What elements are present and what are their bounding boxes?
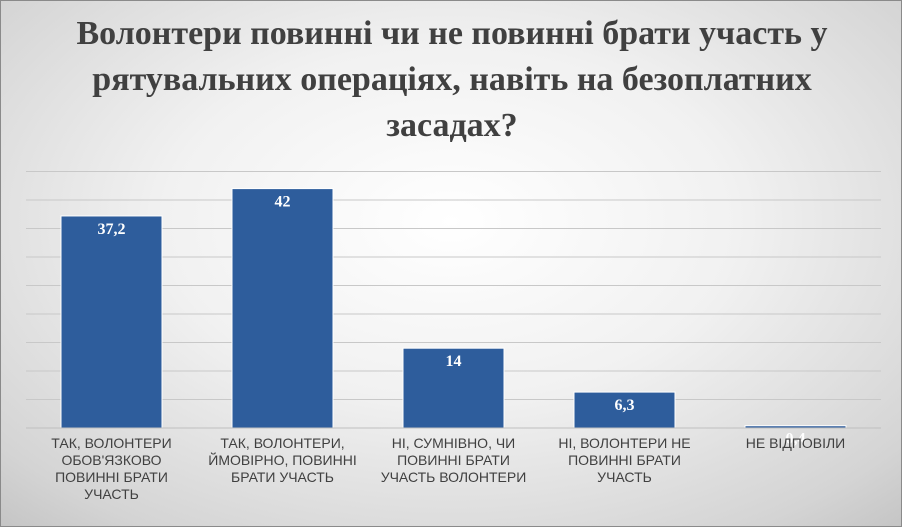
category-label: НІ, СУМНІВНО, ЧИ ПОВИННІ БРАТИ УЧАСТЬ ВО… bbox=[380, 435, 527, 485]
value-labels: 37,2 42 14 6,3 0,4 bbox=[98, 194, 806, 448]
bar bbox=[231, 188, 334, 429]
data-label: 42 bbox=[275, 194, 291, 211]
gridlines bbox=[26, 171, 881, 400]
bar bbox=[573, 391, 676, 429]
category-label: ТАК, ВОЛОНТЕРИ, ЙМОВІРНО, ПОВИННІ БРАТИ … bbox=[208, 435, 357, 485]
category-label: НІ, ВОЛОНТЕРИ НЕ ПОВИННІ БРАТИ УЧАСТЬ bbox=[558, 435, 691, 485]
bar bbox=[402, 347, 505, 429]
category-label: НЕ ВІДПОВІЛИ bbox=[745, 435, 846, 451]
category-label: ТАК, ВОЛОНТЕРИ ОБОВ'ЯЗКОВО ПОВИННІ БРАТИ… bbox=[51, 435, 172, 502]
chart-title: Волонтери повинні чи не повинні брати уч… bbox=[76, 15, 828, 144]
bar bbox=[60, 215, 163, 429]
data-label: 0,4 bbox=[786, 431, 806, 448]
data-label: 14 bbox=[446, 353, 462, 370]
bars bbox=[60, 188, 847, 429]
data-label: 6,3 bbox=[615, 397, 635, 414]
data-label: 37,2 bbox=[98, 221, 126, 238]
